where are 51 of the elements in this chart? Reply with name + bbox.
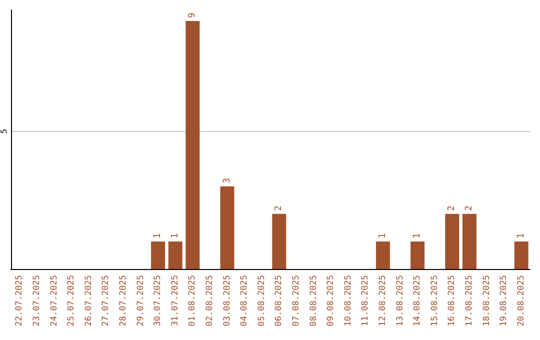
bar (220, 186, 234, 269)
x-tick-label: 02.08.2025 (204, 275, 215, 326)
x-tick-label: 30.07.2025 (153, 275, 164, 326)
x-tick-label: 27.07.2025 (101, 275, 112, 326)
x-tick-label: 04.08.2025 (240, 275, 250, 326)
x-tick-label: 16.08.2025 (447, 275, 458, 326)
bar (514, 241, 528, 269)
x-tick-label: 28.07.2025 (118, 275, 128, 326)
data-label: 1 (516, 233, 526, 238)
bar (445, 214, 460, 269)
x-tick-label: 14.08.2025 (412, 275, 423, 326)
bar (376, 241, 390, 269)
x-tick-label: 01.08.2025 (188, 275, 198, 326)
data-label: 3 (222, 178, 232, 184)
data-label: 1 (153, 233, 164, 238)
bar (186, 21, 200, 269)
x-tick-label: 12.08.2025 (378, 275, 388, 326)
y-tick-label: 5 (0, 128, 8, 134)
data-label: 2 (464, 205, 474, 211)
x-tick-label: 03.08.2025 (222, 275, 232, 326)
data-label: 2 (274, 205, 284, 211)
x-tick-label: 20.08.2025 (516, 275, 526, 326)
data-label: 1 (378, 233, 388, 238)
x-tick-label: 24.07.2025 (49, 275, 60, 326)
x-tick-label: 07.08.2025 (291, 275, 302, 326)
x-tick-label: 23.07.2025 (32, 275, 42, 326)
bar (272, 214, 286, 269)
bar (462, 214, 476, 269)
data-label: 1 (412, 233, 423, 238)
x-tick-label: 08.08.2025 (308, 275, 319, 326)
bar (410, 241, 425, 269)
x-tick-label: 19.08.2025 (499, 275, 510, 326)
x-tick-label: 29.07.2025 (136, 275, 146, 326)
x-tick-label: 13.08.2025 (395, 275, 406, 326)
x-tick-label: 15.08.2025 (430, 275, 440, 326)
x-tick-label: 31.07.2025 (170, 275, 180, 326)
x-tick-label: 22.07.2025 (14, 275, 25, 326)
x-tick-label: 17.08.2025 (464, 275, 474, 326)
bar (168, 241, 182, 269)
bar (151, 241, 166, 269)
x-tick-label: 09.08.2025 (326, 275, 336, 326)
data-label: 1 (170, 233, 180, 238)
x-tick-label: 10.08.2025 (343, 275, 354, 326)
x-tick-label: 25.07.2025 (66, 275, 77, 326)
data-label: 9 (188, 12, 198, 18)
x-tick-label: 05.08.2025 (256, 275, 267, 326)
x-tick-label: 06.08.2025 (274, 275, 284, 326)
x-tick-label: 26.07.2025 (84, 275, 94, 326)
x-tick-label: 11.08.2025 (360, 275, 371, 326)
data-label: 2 (447, 205, 458, 211)
x-tick-label: 18.08.2025 (482, 275, 492, 326)
